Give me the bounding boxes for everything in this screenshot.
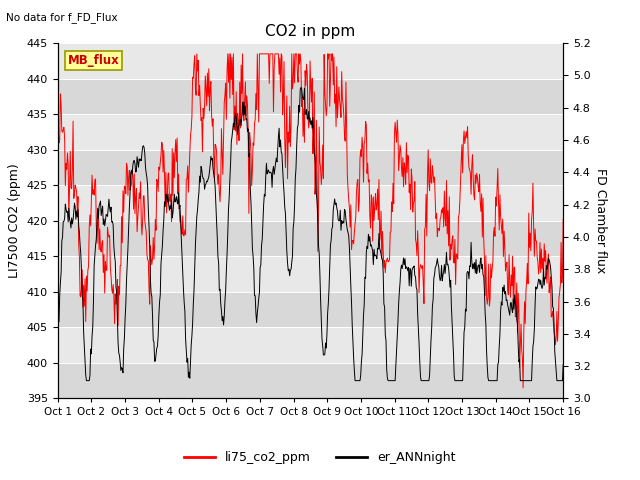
Legend: li75_co2_ppm, er_ANNnight: li75_co2_ppm, er_ANNnight (179, 446, 461, 469)
Text: MB_flux: MB_flux (68, 54, 120, 67)
Bar (58, 185, 563, 221)
Y-axis label: LI7500 CO2 (ppm): LI7500 CO2 (ppm) (8, 163, 21, 278)
Y-axis label: FD Chamber flux: FD Chamber flux (595, 168, 607, 274)
Title: CO2 in ppm: CO2 in ppm (265, 24, 356, 39)
Bar (58, 43, 563, 79)
Bar (58, 79, 563, 114)
Bar (58, 292, 563, 327)
Bar (58, 150, 563, 185)
Bar (58, 114, 563, 150)
Bar (58, 363, 563, 398)
Bar (58, 221, 563, 256)
Bar (58, 256, 563, 292)
Bar (58, 327, 563, 363)
Text: No data for f_FD_Flux: No data for f_FD_Flux (6, 12, 118, 23)
